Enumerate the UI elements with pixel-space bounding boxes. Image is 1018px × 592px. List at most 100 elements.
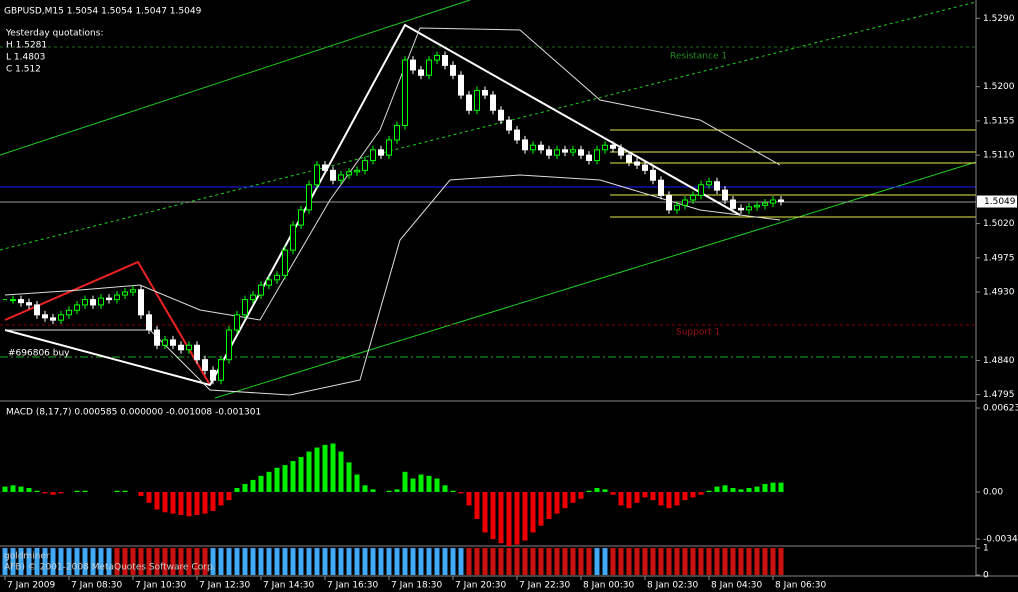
y-tick-label: 1.5200 (983, 82, 1015, 92)
candle (402, 59, 408, 126)
macd-bar (42, 492, 48, 494)
macd-bar (506, 492, 512, 546)
macd-bar (586, 490, 592, 493)
candle (570, 149, 576, 153)
candle (538, 144, 544, 151)
signal-bar (274, 548, 280, 575)
signal-bar (522, 548, 528, 575)
signal-bar (250, 548, 256, 575)
candle (50, 317, 56, 321)
candle (290, 224, 296, 251)
candle (10, 299, 16, 302)
signal-bar (386, 548, 392, 575)
candle (26, 302, 32, 306)
candle (234, 314, 240, 331)
candle (626, 154, 632, 163)
signal-bar (378, 548, 384, 575)
y-tick-label: 1 (983, 544, 989, 554)
macd-bar (146, 492, 152, 503)
macd-bar (498, 492, 504, 544)
signal-bar (114, 548, 120, 575)
candle (74, 304, 80, 311)
x-tick-label: 7 Jan 10:30 (135, 581, 187, 591)
signal-bar (346, 548, 352, 575)
signal-bar (18, 548, 24, 575)
candle (426, 59, 432, 76)
macd-bar (562, 492, 568, 509)
signal-bar (306, 548, 312, 575)
signal-bar (594, 548, 600, 575)
macd-bar (362, 485, 368, 493)
macd-bar (386, 490, 392, 493)
candle (522, 139, 528, 151)
macd-bar (642, 492, 648, 498)
signal-bar (322, 548, 328, 575)
zigzag-red (4, 260, 211, 386)
macd-bar (338, 451, 344, 493)
candle (762, 202, 768, 206)
macd-bar (466, 492, 472, 506)
candle (122, 291, 128, 296)
candle (722, 189, 728, 201)
macd-bar (594, 487, 600, 493)
signal-bar (442, 548, 448, 575)
macd-bar (602, 489, 608, 493)
signal-bar (634, 548, 640, 575)
macd-bar (122, 490, 128, 493)
macd-bar (682, 492, 688, 501)
candle (714, 181, 720, 191)
signal-bar (530, 548, 536, 575)
signal-bar (570, 548, 576, 575)
macd-bar (298, 456, 304, 493)
signal-bar (2, 548, 8, 575)
candle (410, 59, 416, 71)
y-tick-label: 1.4930 (983, 288, 1015, 298)
candle (274, 274, 280, 281)
signal-bar (490, 548, 496, 575)
macd-bar (698, 492, 704, 495)
signal-bar (642, 548, 648, 575)
signal-bar (266, 548, 272, 575)
macd-bar (578, 492, 584, 499)
macd-bar (178, 492, 184, 515)
candle (226, 329, 232, 361)
macd-bar (554, 492, 560, 514)
channel-line (214, 161, 977, 399)
y-tick-label: 1.5110 (983, 151, 1015, 161)
macd-bar (626, 492, 632, 509)
candle (370, 149, 376, 161)
candle (378, 149, 384, 156)
signal-bar (130, 548, 136, 575)
macd-bar (314, 447, 320, 493)
signal-bar (698, 548, 704, 575)
candle (82, 299, 88, 306)
signal-bar (354, 548, 360, 575)
candle (34, 304, 40, 316)
signal-bar (762, 548, 768, 575)
macd-bar (26, 487, 32, 493)
candle (450, 64, 456, 76)
signal-bar (154, 548, 160, 575)
macd-title: MACD (8,17,7) 0.000585 0.000000 -0.00100… (6, 408, 261, 418)
macd-bar (530, 492, 536, 533)
signal-bar (242, 548, 248, 575)
macd-bar (242, 483, 248, 493)
macd-bar (162, 492, 168, 513)
candle (314, 164, 320, 186)
signal-bar (330, 548, 336, 575)
y-tick-label: 0.006233 (983, 404, 1018, 414)
candle (594, 149, 600, 161)
macd-bar (210, 492, 216, 511)
signal-bar (106, 548, 112, 575)
candle (754, 204, 760, 208)
candle (386, 139, 392, 156)
x-tick-label: 7 Jan 18:30 (391, 581, 443, 591)
y-tick-label: 1.5155 (983, 116, 1015, 126)
candle (170, 339, 176, 346)
macd-bar (458, 492, 464, 494)
signal-bar (146, 548, 152, 575)
candle (394, 124, 400, 141)
macd-bar (634, 492, 640, 503)
signal-bar (658, 548, 664, 575)
macd-bar (282, 465, 288, 493)
